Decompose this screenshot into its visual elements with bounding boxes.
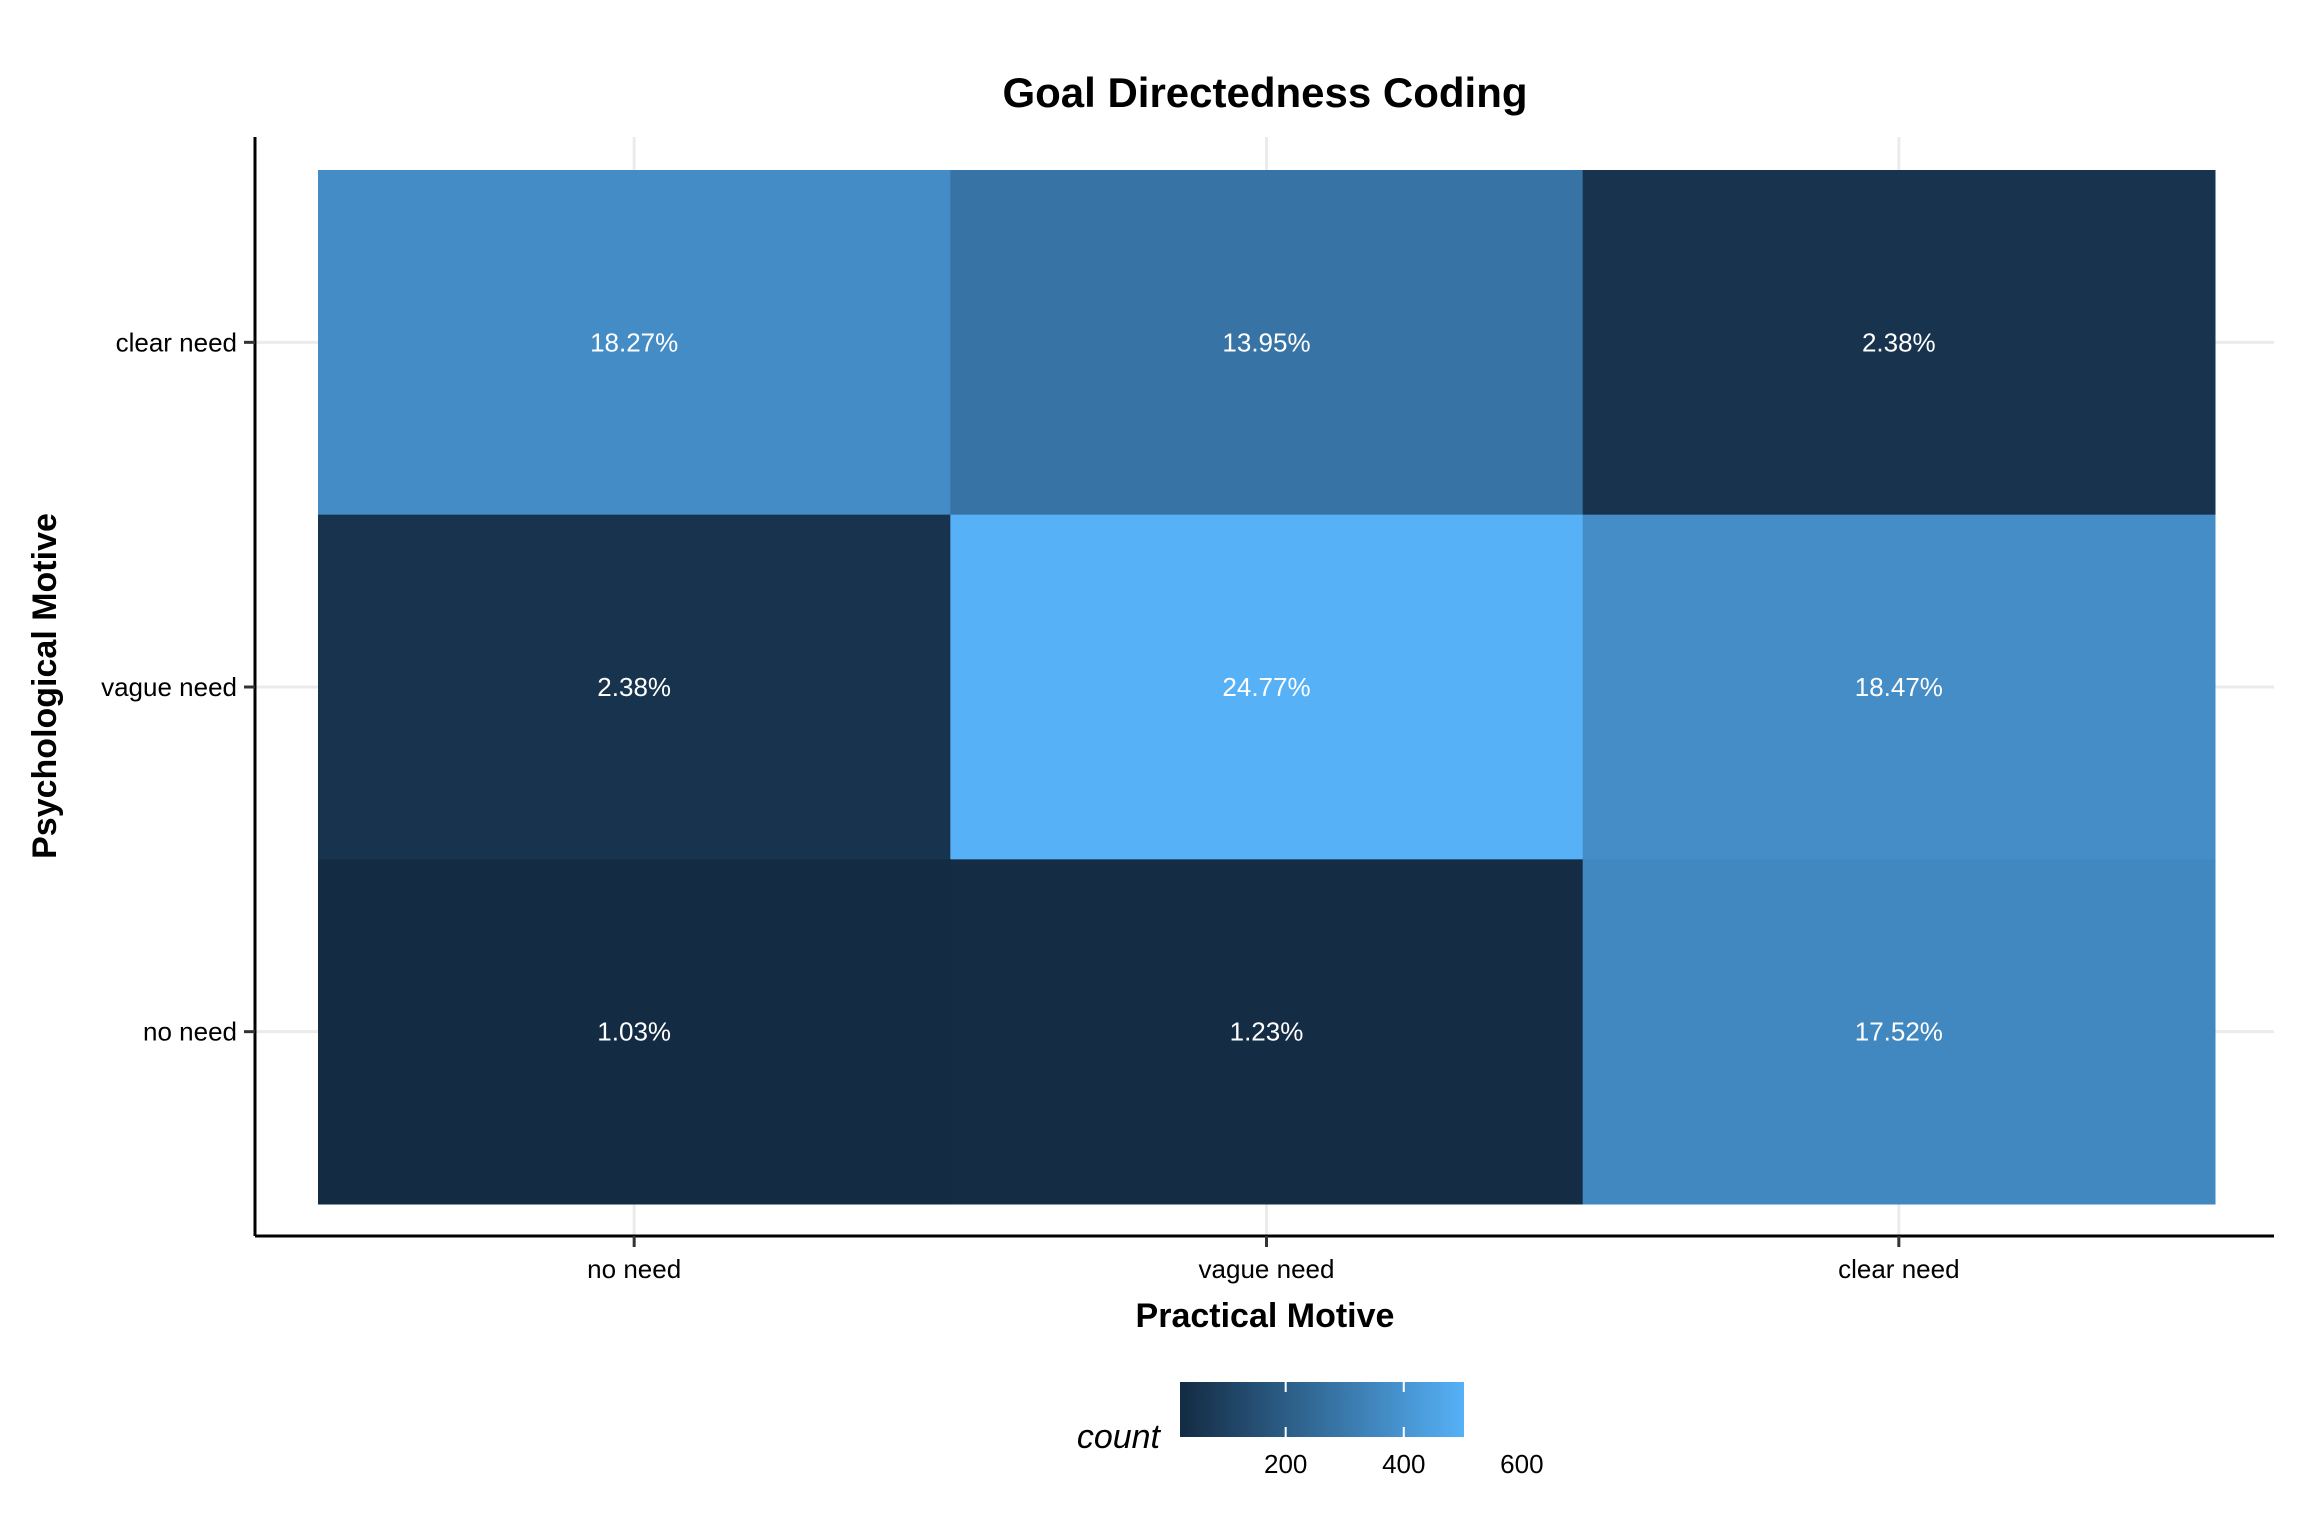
legend-tick-label: 600 <box>1500 1449 1543 1479</box>
cell-value-label: 17.52% <box>1855 1017 1943 1047</box>
cell-value-label: 1.23% <box>1230 1017 1304 1047</box>
legend-tick-label: 200 <box>1264 1449 1307 1479</box>
cell-value-label: 2.38% <box>1862 327 1936 357</box>
heatmap-cell <box>1582 514 2216 860</box>
x-tick-label: vague need <box>1199 1254 1335 1284</box>
heatmap-cell <box>318 514 951 860</box>
heatmap-cell <box>950 170 1584 516</box>
color-legend: count 200 400 600 <box>1077 1382 1544 1479</box>
legend-tick-label: 400 <box>1382 1449 1425 1479</box>
heatmap-cell <box>950 514 1584 860</box>
cell-value-label: 24.77% <box>1222 672 1310 702</box>
y-axis-ticks: no need vague need clear need <box>101 327 255 1047</box>
y-tick-label: no need <box>143 1017 237 1047</box>
x-axis-ticks: no need vague need clear need <box>587 1236 1960 1284</box>
heatmap-cell <box>1582 170 2216 516</box>
cell-value-label: 2.38% <box>597 672 671 702</box>
heatmap-cell <box>950 859 1584 1205</box>
chart-title: Goal Directedness Coding <box>1002 69 1527 116</box>
legend-colorbar <box>1180 1382 1464 1437</box>
y-axis-title: Psychological Motive <box>26 513 64 859</box>
cell-value-label: 18.47% <box>1855 672 1943 702</box>
y-tick-label: clear need <box>116 327 237 357</box>
x-tick-label: clear need <box>1838 1254 1959 1284</box>
cell-value-label: 1.03% <box>597 1017 671 1047</box>
heatmap-cell <box>318 859 951 1205</box>
heatmap-cell <box>1582 859 2216 1205</box>
cell-value-label: 18.27% <box>590 327 678 357</box>
heatmap-cells <box>318 170 2216 1205</box>
cell-labels: 18.27% 13.95% 2.38% 2.38% 24.77% 18.47% 1.03% 1… <box>590 327 1943 1046</box>
heatmap-cell <box>318 170 951 516</box>
x-axis-title: Practical Motive <box>1136 1297 1395 1335</box>
y-tick-label: vague need <box>101 672 237 702</box>
cell-value-label: 13.95% <box>1222 327 1310 357</box>
x-tick-label: no need <box>587 1254 681 1284</box>
legend-title: count <box>1077 1418 1162 1456</box>
legend-ticks: 200 400 600 <box>1264 1382 1544 1479</box>
